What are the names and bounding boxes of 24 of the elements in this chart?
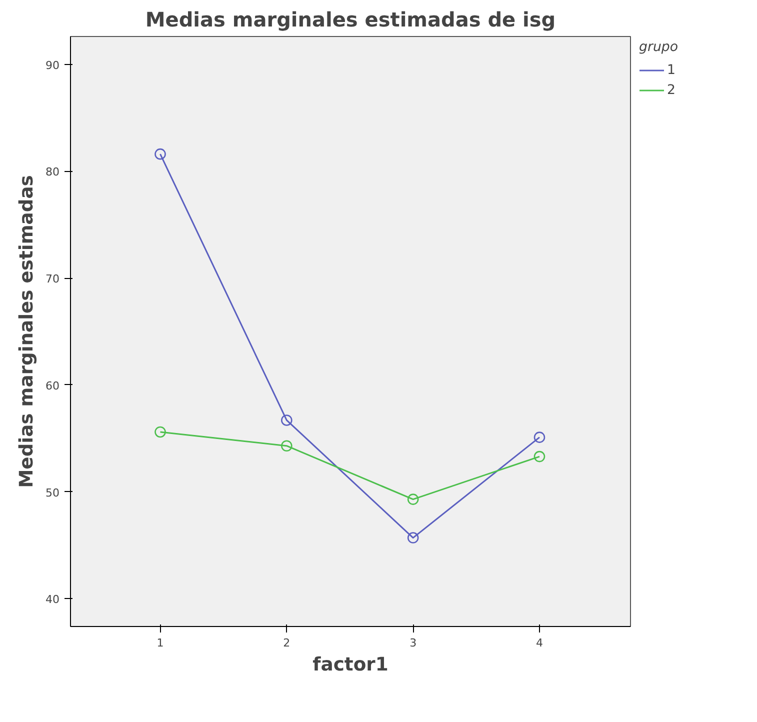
y-tick-label: 80 [46,166,60,179]
x-tick-label: 1 [156,636,164,650]
y-tick-label: 60 [46,379,60,392]
point [154,148,166,160]
x-tick-label: 4 [536,636,543,650]
legend-title: grupo [639,40,678,55]
point [407,532,419,544]
point [154,426,166,438]
point [407,494,419,505]
point [534,450,546,462]
x-axis-title: factor1 [312,654,388,676]
legend-label: 1 [667,62,676,78]
y-tick-label: 50 [46,486,60,500]
point [534,432,546,443]
y-tick-label: 70 [46,272,60,286]
x-tick-label: 2 [283,636,290,650]
x-tick-label: 3 [410,636,417,650]
y-axis-title: Medias marginales estimadas [16,175,38,488]
legend-label: 2 [667,82,676,98]
chart-title: Medias marginales estimadas de isg [145,8,556,32]
point [281,440,292,452]
point [281,414,292,426]
y-tick-label: 90 [46,58,60,72]
y-tick-label: 40 [46,593,60,606]
